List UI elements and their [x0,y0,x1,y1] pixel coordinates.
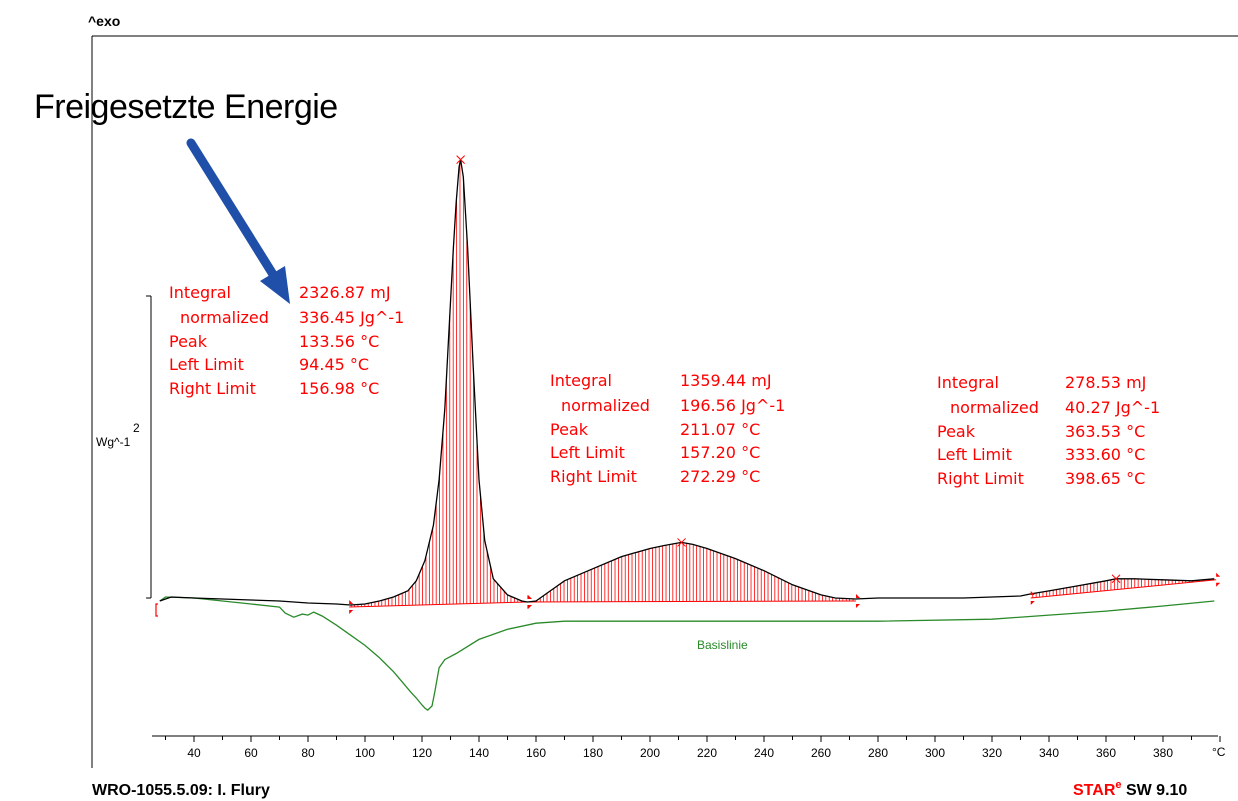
ann2-label-3: Left Limit [550,443,625,462]
ann1-value-3: 94.45 °C [299,355,369,374]
ann2-value-1: 196.56 Jg^-1 [680,396,785,415]
x-axis-unit: °C [1212,745,1226,759]
ann1-label-3: Left Limit [169,355,244,374]
limit-marker-lower [349,610,354,615]
ann1-value-1: 336.45 Jg^-1 [299,308,404,327]
ann3-value-0: 278.53 mJ [1065,373,1146,392]
callout-text: Freigesetzte Energie [34,88,338,126]
limit-marker-lower [528,605,533,610]
y-scale-value: 2 [133,421,140,435]
ann3-label-0: Integral [937,373,999,392]
ann2-value-2: 211.07 °C [680,420,760,439]
ann1-label-4: Right Limit [169,379,256,398]
ann3-value-3: 333.60 °C [1065,445,1145,464]
x-tick-label: 320 [982,746,1002,760]
ann2-label-1: normalized [561,396,650,415]
integration-baseline [1030,579,1217,599]
limit-marker-upper [856,594,861,598]
x-tick-label: 360 [1096,746,1116,760]
footer-right-sup: e [1115,779,1121,791]
x-tick-label: 160 [526,746,546,760]
peak-marker [677,538,686,547]
ann3-value-4: 398.65 °C [1065,469,1145,488]
ann3-label-2: Peak [937,422,976,441]
ann1-value-2: 133.56 °C [299,332,379,351]
callout-arrow-shaft [186,138,279,281]
ann2-value-0: 1359.44 mJ [680,371,772,390]
x-tick-label: 240 [754,746,774,760]
ann3-value-2: 363.53 °C [1065,422,1145,441]
x-axis-ticks: 40 60 80 100 120 140 160 180 200 220 240 260 280 300 3… [165,736,1221,760]
x-tick-label: 60 [244,746,258,760]
x-tick-label: 120 [412,746,432,760]
limit-markers [155,155,1221,617]
integration-baseline [528,600,857,603]
ann1-label-0: Integral [169,283,231,302]
x-tick-label: 340 [1039,746,1059,760]
limit-marker-lower [1216,582,1221,587]
ann3-label-1: normalized [950,398,1039,417]
ann2-label-0: Integral [550,371,612,390]
ann2-label-2: Peak [550,420,589,439]
integration-baseline [349,601,528,608]
x-tick-label: 260 [811,746,831,760]
ann2-label-4: Right Limit [550,467,637,486]
ann1-label-2: Peak [169,332,208,351]
ann1-value-4: 156.98 °C [299,379,379,398]
limit-marker-upper [1030,590,1035,595]
x-tick-label: 280 [868,746,888,760]
limit-marker-lower [856,604,861,608]
ann3-label-4: Right Limit [937,469,1024,488]
footer-right: STARe SW 9.10 [1073,779,1187,799]
peak-annotation-2: Integral 1359.44 mJ normalized 196.56 Jg… [550,371,785,486]
baseline-label: Basislinie [697,638,748,652]
y-axis-unit: Wg^-1 [96,435,131,449]
footer-right-star: STAR [1073,782,1116,799]
x-tick-label: 140 [469,746,489,760]
peak-marker [1111,574,1121,584]
x-tick-label: 200 [640,746,660,760]
footer-left: WRO-1055.5.09: I. Flury [92,782,270,799]
ann1-label-1: normalized [180,308,269,327]
footer-right-rest: SW 9.10 [1122,782,1188,799]
x-tick-label: 40 [187,746,201,760]
x-tick-label: 380 [1153,746,1173,760]
dsc-curve [159,159,1215,606]
peak-marker [456,155,465,164]
limit-marker-upper [349,600,354,605]
x-tick-label: 220 [697,746,717,760]
x-tick-label: 100 [355,746,375,760]
start-marker [155,603,158,617]
ann2-value-4: 272.29 °C [680,467,760,486]
x-tick-label: 80 [301,746,315,760]
limit-marker-lower [1030,600,1035,605]
ann3-value-1: 40.27 Jg^-1 [1065,398,1160,417]
exo-marker: ^exo [88,13,120,29]
limit-marker-upper [1216,572,1221,577]
integration-baselines [349,579,1217,608]
x-tick-label: 300 [925,746,945,760]
ann3-label-3: Left Limit [937,445,1012,464]
baseline-curve [159,596,1215,711]
x-tick-label: 180 [583,746,603,760]
ann2-value-3: 157.20 °C [680,443,760,462]
peak-annotation-1: Integral 2326.87 mJ normalized 336.45 Jg… [169,283,404,398]
integration-hatching [350,162,1214,608]
limit-marker-upper [528,595,533,600]
peak-annotation-3: Integral 278.53 mJ normalized 40.27 Jg^-… [937,373,1160,488]
ann1-value-0: 2326.87 mJ [299,283,391,302]
callout-arrow-head [260,266,290,304]
